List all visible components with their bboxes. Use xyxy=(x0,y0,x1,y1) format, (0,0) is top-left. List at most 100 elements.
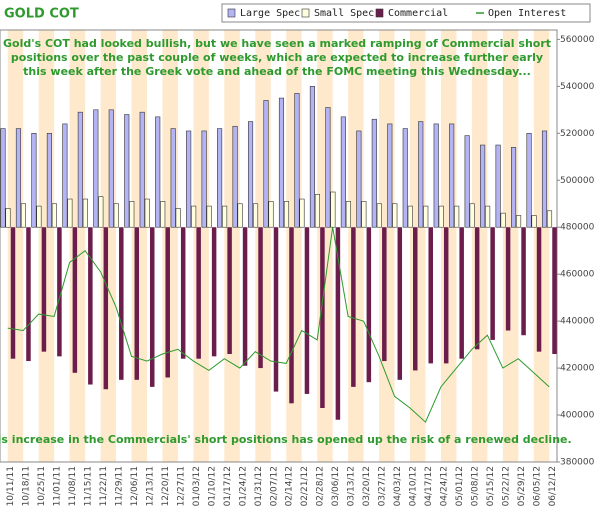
bar xyxy=(129,201,135,228)
stripe xyxy=(131,30,147,462)
bar xyxy=(20,203,27,228)
bar xyxy=(36,205,42,228)
bar xyxy=(480,144,486,228)
bar xyxy=(495,144,501,228)
x-tick-label: 02/28/12 xyxy=(316,466,326,506)
bar xyxy=(418,121,424,228)
x-tick-label: 12/20/11 xyxy=(161,466,171,506)
x-tick-label: 10/25/11 xyxy=(37,466,47,506)
bar xyxy=(345,201,351,228)
y-tick-label: 380000 xyxy=(560,458,595,468)
bar xyxy=(180,227,186,359)
bar xyxy=(119,227,124,380)
x-tick-label: 05/08/12 xyxy=(470,466,480,506)
y-tick-label: 480000 xyxy=(560,223,595,233)
x-tick-label: 03/06/12 xyxy=(331,466,341,506)
bar xyxy=(392,203,398,228)
y-tick-label: 400000 xyxy=(560,411,595,421)
legend-swatch xyxy=(301,8,310,18)
bar xyxy=(41,227,47,352)
bar xyxy=(443,227,449,364)
bar xyxy=(469,203,475,228)
bar xyxy=(320,227,325,408)
bar xyxy=(165,227,170,378)
x-tick-label: 05/01/12 xyxy=(455,466,465,506)
bar xyxy=(31,133,37,228)
y-tick-label: 500000 xyxy=(560,176,595,186)
stripe xyxy=(502,30,519,462)
y-tick-label: 460000 xyxy=(560,270,595,280)
stripe xyxy=(7,30,24,462)
bar xyxy=(330,191,336,228)
bar xyxy=(376,203,382,228)
chart-title: GOLD COT xyxy=(4,7,79,22)
bar xyxy=(454,205,460,228)
stripe xyxy=(162,30,178,462)
bar xyxy=(371,118,377,228)
stripe xyxy=(193,30,209,462)
bar xyxy=(206,205,212,228)
bar xyxy=(51,203,57,228)
bar xyxy=(490,227,495,340)
annotation: This increase in the Commercials' short … xyxy=(0,433,572,446)
x-tick-label: 02/21/12 xyxy=(300,466,310,506)
bar xyxy=(505,227,511,331)
bar xyxy=(175,208,181,228)
bar xyxy=(397,227,403,380)
bar xyxy=(196,227,201,359)
x-tick-label: 01/31/12 xyxy=(254,466,264,506)
bar xyxy=(113,203,119,228)
x-tick-label: 11/08/11 xyxy=(68,466,78,506)
plot-frame xyxy=(0,29,558,463)
bar xyxy=(289,227,294,404)
bar xyxy=(124,114,130,228)
stripe xyxy=(410,30,426,462)
x-tick-label: 01/17/12 xyxy=(223,466,233,506)
y-tick-label: 520000 xyxy=(560,129,595,139)
bar xyxy=(77,111,83,228)
bar xyxy=(299,198,305,228)
bar xyxy=(351,227,356,387)
stripe xyxy=(471,30,488,462)
bar xyxy=(366,227,372,383)
bar xyxy=(232,125,238,228)
bar xyxy=(459,227,464,359)
x-tick-label: 12/27/11 xyxy=(176,466,186,506)
annotation: positions over the past couple of weeks,… xyxy=(11,51,543,64)
bar xyxy=(526,133,532,228)
bar xyxy=(160,201,166,228)
x-tick-label: 04/17/12 xyxy=(424,466,434,506)
bar xyxy=(46,133,52,228)
x-tick-label: 11/29/11 xyxy=(115,466,125,506)
bar xyxy=(258,227,263,369)
bar xyxy=(382,227,387,362)
bar xyxy=(72,227,78,373)
x-tick-label: 12/13/11 xyxy=(145,466,155,506)
bar xyxy=(428,227,433,364)
legend-swatch xyxy=(227,8,236,18)
bar xyxy=(67,198,73,228)
x-tick-label: 11/01/11 xyxy=(53,466,63,506)
bar xyxy=(57,227,62,357)
bar xyxy=(541,130,548,228)
bar xyxy=(93,109,99,228)
x-tick-label: 06/12/12 xyxy=(548,466,558,506)
bar xyxy=(314,194,320,228)
bar xyxy=(26,227,31,362)
bar xyxy=(521,227,526,336)
x-tick-label: 01/24/12 xyxy=(238,466,248,506)
bar xyxy=(449,123,455,228)
x-tick-label: 11/22/11 xyxy=(99,466,109,506)
bar xyxy=(356,130,362,228)
bar xyxy=(252,203,259,228)
bar xyxy=(10,227,16,359)
x-tick-label: 04/24/12 xyxy=(439,466,449,506)
x-tick-label: 05/22/12 xyxy=(501,466,511,506)
bar xyxy=(108,109,114,228)
bar xyxy=(531,215,537,228)
bar xyxy=(62,123,68,228)
legend-label: Small Spec xyxy=(314,8,374,19)
bar xyxy=(82,198,88,228)
bar xyxy=(407,205,413,228)
stripe xyxy=(533,30,550,462)
